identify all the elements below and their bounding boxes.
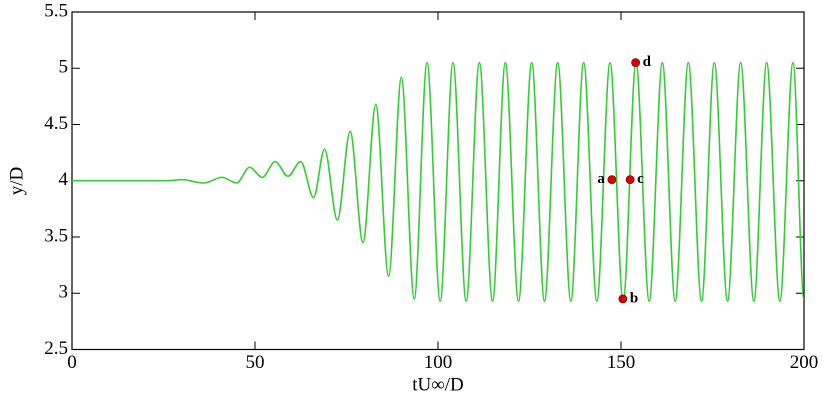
x-axis-label: tU∞/D <box>412 374 464 395</box>
marker-point <box>625 175 635 185</box>
x-tick-label: 200 <box>790 352 819 373</box>
y-tick-label: 3.5 <box>44 225 68 246</box>
y-tick-label: 2.5 <box>44 338 68 359</box>
point-label: d <box>643 54 652 70</box>
marker-point <box>631 58 641 68</box>
x-tick-label: 0 <box>67 352 77 373</box>
point-label: a <box>597 171 605 187</box>
point-label: c <box>637 171 644 187</box>
y-tick-label: 4 <box>59 169 69 190</box>
x-tick-label: 150 <box>607 352 636 373</box>
x-tick-label: 100 <box>424 352 453 373</box>
y-tick-label: 5 <box>59 57 69 78</box>
y-tick-label: 4.5 <box>44 113 68 134</box>
y-axis-label: y/D <box>6 167 27 196</box>
y-tick-label: 3 <box>59 282 69 303</box>
x-tick-label: 50 <box>246 352 265 373</box>
y-tick-label: 5.5 <box>44 0 68 21</box>
data-line <box>72 61 805 302</box>
marker-point <box>618 294 628 304</box>
marker-point <box>607 175 617 185</box>
point-label: b <box>630 290 638 306</box>
